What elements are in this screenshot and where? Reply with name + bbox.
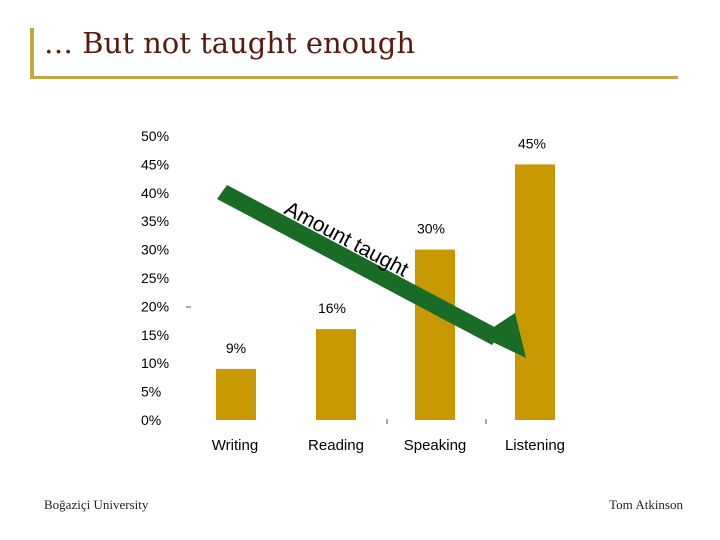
x-category-label: Listening xyxy=(505,437,565,454)
slide-title: … But not taught enough xyxy=(44,26,416,60)
title-underline xyxy=(30,76,678,79)
y-tick-label: 15% xyxy=(141,327,169,343)
y-tick-label: 25% xyxy=(141,270,169,286)
title-accent-bar xyxy=(30,28,34,78)
footer-institution: Boğaziçi University xyxy=(44,497,149,512)
data-label: 16% xyxy=(318,300,346,316)
x-category-label: Speaking xyxy=(404,437,467,454)
x-category-label: Writing xyxy=(212,437,258,454)
y-tick-label: 50% xyxy=(141,128,169,144)
data-label: 9% xyxy=(226,340,246,356)
y-tick-label: 30% xyxy=(141,242,169,258)
y-tick-label: 20% xyxy=(141,298,169,314)
bar-reading xyxy=(316,329,356,420)
bar-listening xyxy=(515,164,555,420)
y-tick-label: 5% xyxy=(141,384,161,400)
y-tick-label: 10% xyxy=(141,355,169,371)
x-category-label: Reading xyxy=(308,437,364,454)
bar-writing xyxy=(216,368,256,420)
y-tick-label: 35% xyxy=(141,213,169,229)
trend-arrow-head xyxy=(480,313,526,358)
bar-speaking xyxy=(415,249,455,420)
y-tick-label: 0% xyxy=(141,412,161,428)
y-tick-label: 45% xyxy=(141,156,169,172)
data-label: 30% xyxy=(417,221,445,237)
trend-arrow-shaft xyxy=(217,185,502,345)
y-tick-label: 40% xyxy=(141,185,169,201)
footer-author: Tom Atkinson xyxy=(609,497,683,512)
data-label: 45% xyxy=(518,135,546,151)
